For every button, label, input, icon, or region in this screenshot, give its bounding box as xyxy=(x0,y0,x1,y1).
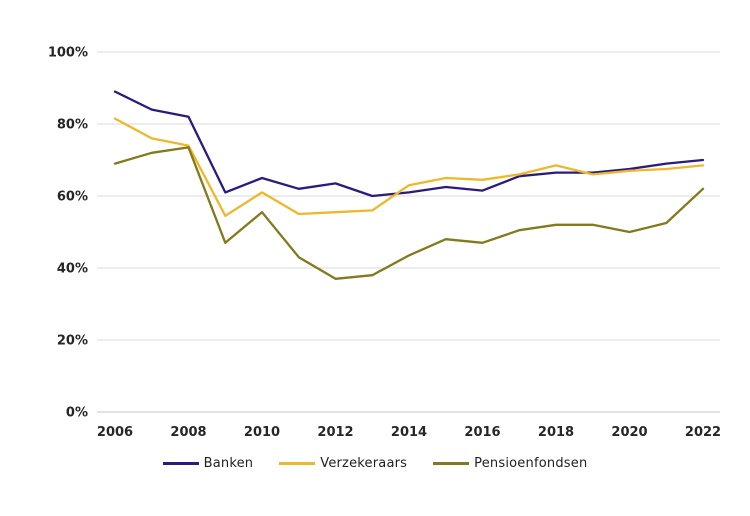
x-tick-label: 2010 xyxy=(244,425,280,440)
y-tick-label: 100% xyxy=(48,46,88,61)
series-line-pensioenfondsen xyxy=(113,146,705,280)
x-tick-label: 2014 xyxy=(391,425,427,440)
x-tick-label: 2006 xyxy=(97,425,133,440)
legend-swatch-pensioenfondsen xyxy=(433,462,470,465)
y-tick-label: 0% xyxy=(66,406,88,421)
series-line-verzekeraars xyxy=(113,117,705,217)
legend-label-pensioenfondsen: Pensioenfondsen xyxy=(474,456,588,471)
legend-label-verzekeraars: Verzekeraars xyxy=(320,456,408,471)
series-line-banken xyxy=(113,90,705,198)
y-tick-label: 20% xyxy=(57,334,88,349)
x-tick-label: 2022 xyxy=(685,425,721,440)
legend-swatch-banken xyxy=(162,462,199,465)
legend-item-verzekeraars: Verzekeraars xyxy=(279,456,407,471)
y-tick-label: 80% xyxy=(57,118,88,133)
x-tick-label: 2008 xyxy=(170,425,206,440)
x-tick-label: 2012 xyxy=(317,425,353,440)
legend-label-banken: Banken xyxy=(203,456,254,471)
y-tick-label: 60% xyxy=(57,190,88,205)
legend-item-banken: Banken xyxy=(162,456,254,471)
x-tick-label: 2016 xyxy=(464,425,500,440)
x-tick-label: 2018 xyxy=(538,425,574,440)
x-tick-label: 2020 xyxy=(611,425,647,440)
legend-item-pensioenfondsen: Pensioenfondsen xyxy=(433,456,587,471)
legend-swatch-verzekeraars xyxy=(279,462,316,465)
chart-legend: Banken Verzekeraars Pensioenfondsen xyxy=(0,456,750,471)
y-tick-label: 40% xyxy=(57,262,88,277)
